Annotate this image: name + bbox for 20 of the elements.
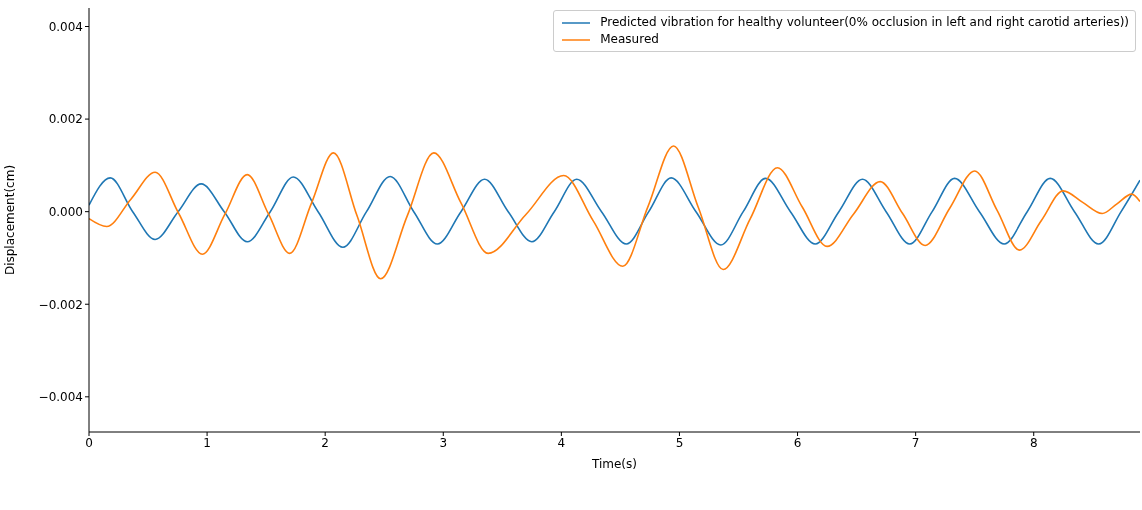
y-tick-label: −0.004	[38, 390, 83, 405]
y-tick-label: 0.004	[48, 19, 83, 34]
x-tick-label: 5	[675, 435, 684, 450]
x-tick-label: 6	[793, 435, 802, 450]
line-series	[89, 175, 1140, 249]
legend-label: Predicted vibration for healthy volunteer(0% occlusion in left and right carotid arteries))	[600, 14, 1129, 31]
y-axis-title: Displacement(cm)	[3, 164, 18, 276]
x-tick-label: 0	[85, 435, 93, 450]
x-tick-label: 4	[557, 435, 566, 450]
x-tick-label: 1	[203, 435, 211, 450]
legend-label: Measured	[600, 31, 659, 48]
x-tick-label: 8	[1029, 435, 1038, 450]
x-tick-label: 7	[911, 435, 920, 450]
y-tick-label: 0.000	[48, 204, 83, 219]
x-tick-label: 2	[321, 435, 329, 450]
y-tick-label: 0.002	[48, 112, 83, 127]
y-tick-label: −0.002	[38, 297, 83, 312]
x-axis-title: Time(s)	[591, 457, 637, 471]
x-tick-label: 3	[439, 435, 448, 450]
line-series	[89, 145, 1140, 280]
